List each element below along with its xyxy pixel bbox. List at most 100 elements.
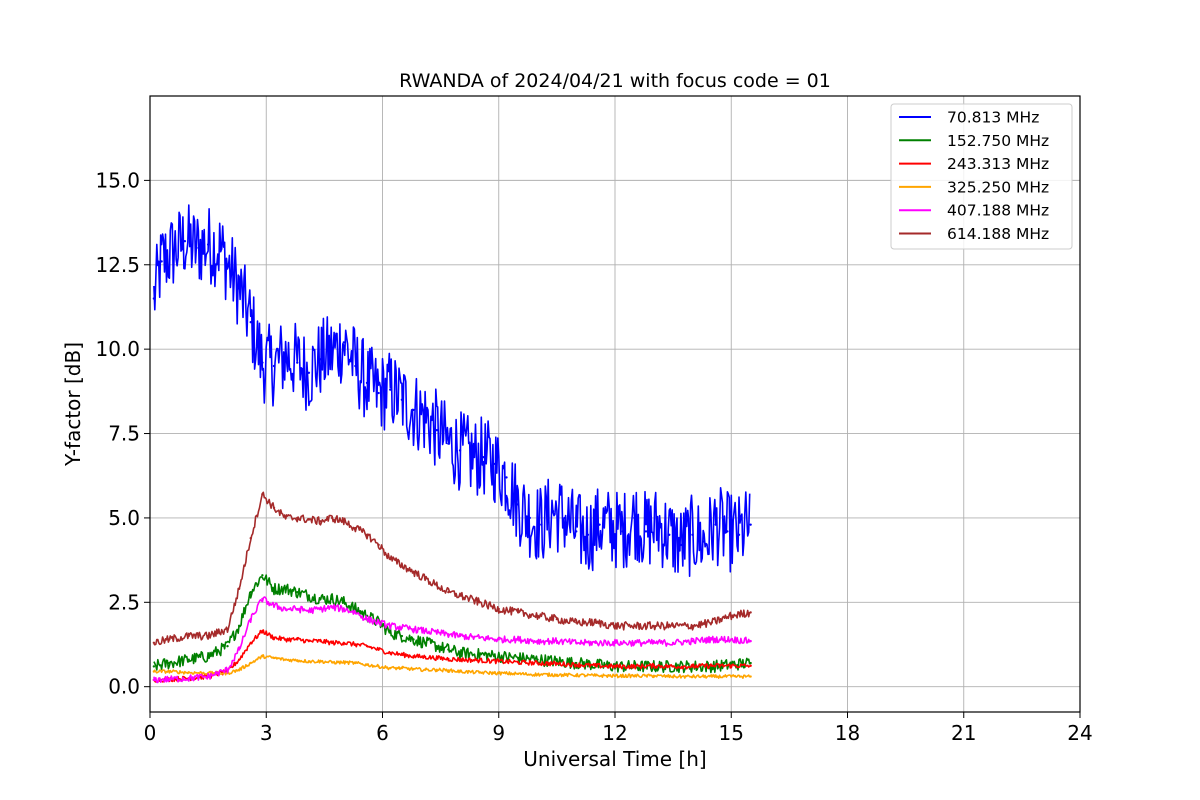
data-point [458, 670, 462, 673]
data-point [284, 658, 287, 661]
x-tick-label: 3 [260, 721, 273, 745]
data-point [435, 584, 438, 587]
data-point [656, 523, 659, 526]
data-point [226, 628, 229, 631]
data-point [497, 607, 500, 611]
data-point [633, 624, 636, 628]
data-point [160, 260, 163, 263]
data-point [319, 520, 322, 523]
data-point [730, 614, 733, 618]
data-point [412, 570, 415, 574]
y-tick-label: 0.0 [108, 675, 140, 699]
data-point [307, 518, 311, 521]
data-point [551, 509, 555, 513]
data-point [412, 655, 415, 658]
data-point [206, 634, 210, 638]
data-point [749, 664, 752, 667]
data-point [237, 668, 241, 672]
data-point [575, 661, 578, 665]
data-point [377, 665, 380, 668]
data-point [516, 611, 520, 614]
x-tick-label: 15 [719, 721, 744, 745]
series-line [153, 596, 751, 684]
data-point [226, 644, 229, 648]
data-point [714, 523, 717, 526]
data-point [447, 669, 450, 672]
data-point [400, 666, 404, 670]
data-point [652, 641, 655, 645]
data-point [493, 462, 497, 466]
data-point [594, 621, 597, 624]
data-point [505, 476, 508, 479]
data-point [621, 530, 624, 533]
data-point [609, 526, 613, 530]
data-point [206, 675, 210, 678]
x-tick-label: 24 [1067, 721, 1092, 745]
data-point [342, 520, 345, 523]
data-point [400, 653, 404, 656]
data-point [272, 364, 276, 368]
data-point [389, 666, 392, 670]
data-point [237, 287, 241, 290]
data-point [516, 656, 520, 660]
data-point [594, 674, 597, 677]
data-point [749, 611, 752, 614]
data-point [528, 516, 531, 520]
data-point [261, 655, 264, 658]
data-point [365, 663, 369, 666]
data-point [272, 604, 276, 607]
series-line [153, 204, 751, 577]
data-point [633, 674, 636, 678]
data-point [206, 243, 210, 246]
data-point [516, 503, 520, 506]
data-point [152, 665, 156, 668]
x-tick-label: 0 [144, 721, 157, 745]
data-point [458, 634, 462, 638]
data-point [195, 246, 198, 250]
data-point [536, 639, 539, 643]
data-point [187, 634, 190, 638]
data-point [284, 607, 287, 611]
data-point [389, 631, 392, 634]
data-point [187, 677, 190, 680]
data-point [652, 674, 655, 678]
data-point [575, 641, 578, 645]
data-point [365, 533, 369, 536]
data-point [536, 673, 539, 676]
data-point [555, 660, 559, 663]
data-point [478, 636, 481, 639]
data-point [435, 656, 438, 660]
data-point [307, 660, 311, 663]
x-axis-label: Universal Time [h] [523, 747, 706, 771]
data-point [423, 655, 427, 659]
data-point [365, 381, 369, 385]
data-point [249, 617, 252, 621]
data-point [423, 577, 427, 580]
data-point [330, 606, 334, 609]
data-point [330, 641, 334, 645]
data-point [458, 658, 462, 661]
data-point [261, 597, 264, 601]
y-axis-label: Y-factor [dB] [61, 342, 85, 467]
data-point [377, 543, 380, 547]
data-point [412, 667, 415, 671]
data-point [749, 523, 752, 526]
data-point [644, 530, 648, 533]
data-point [555, 673, 559, 677]
data-point [187, 658, 190, 661]
data-point [594, 664, 597, 667]
data-point [691, 639, 694, 643]
data-point [749, 661, 752, 665]
data-point [668, 533, 671, 536]
data-point [296, 590, 299, 594]
data-point [555, 617, 559, 621]
y-tick-label: 5.0 [108, 506, 140, 530]
data-point [412, 408, 415, 412]
data-point [342, 601, 345, 604]
data-point [435, 428, 438, 432]
data-point [319, 639, 322, 643]
series-5 [152, 491, 752, 646]
data-point [691, 675, 694, 678]
data-point [447, 442, 450, 445]
series-layer [152, 204, 752, 684]
